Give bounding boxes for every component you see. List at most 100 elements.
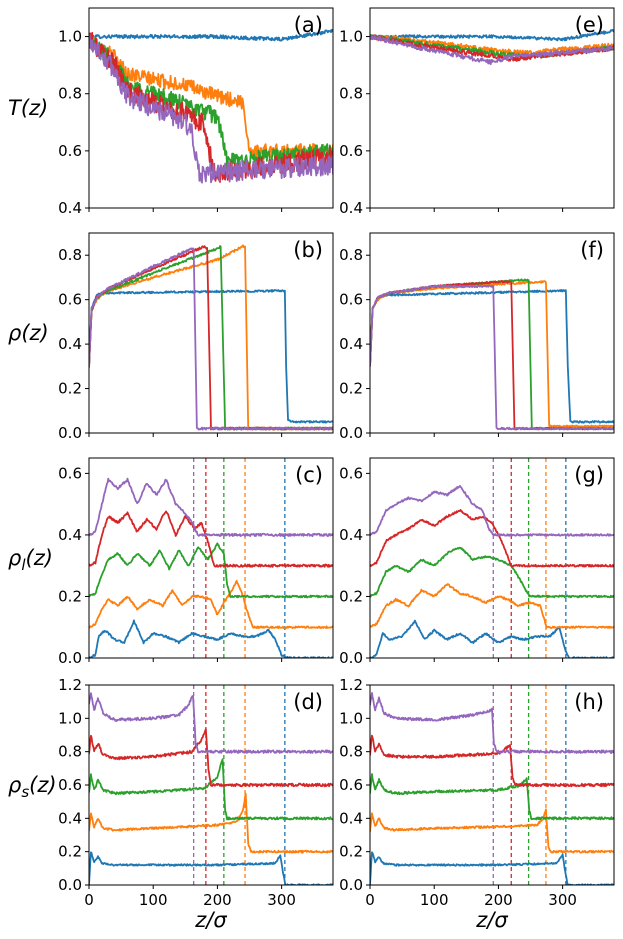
panel-e-ytick-label-3: 1.0 [339,28,363,46]
panel-d-ytick-label-3: 0.6 [58,776,82,794]
panel-b-ylabel: ρ(z) [8,321,49,345]
panel-h-ytick-label-4: 0.8 [339,743,363,761]
panel-b-label: (b) [293,238,323,262]
panel-a-ytick-label-0: 0.4 [58,199,82,217]
panel-h-series-s4 [370,734,614,788]
panel-c-ytick-label-1: 0.2 [58,587,82,605]
panel-a-series-s4 [89,31,333,183]
panel-h-series-s3 [370,773,614,821]
panel-a-series-s1 [89,28,333,42]
panel-h-series-s1 [370,851,614,885]
panel-c-series-s2 [89,579,333,629]
panel-d-xtick-label-3: 300 [267,891,296,909]
panel-e-ytick-label-2: 0.8 [339,85,363,103]
panel-b-ytick-label-0: 0.0 [58,424,82,442]
panel-d-ytick-label-5: 1.0 [58,709,82,727]
panel-d-series-s1 [89,851,333,885]
panel-d-ytick-label-1: 0.2 [58,843,82,861]
panel-e-ytick-label-1: 0.6 [339,142,363,160]
panel-h-xtick-label-2: 200 [484,891,513,909]
panel-g-series-s3 [370,546,614,599]
panel-e: 0.4 0.6 0.8 1.0 (e) [339,7,615,217]
panel-g-ytick-label-3: 0.6 [339,464,363,482]
panel-b-ytick-label-1: 0.2 [58,380,82,398]
panel-f-ytick-label-0: 0.0 [339,424,363,442]
panel-b-series-s4 [89,245,333,431]
panel-f-ytick-label-3: 0.6 [339,291,363,309]
panel-h-xlabel: z/σ [475,908,508,932]
panel-f-series-s4 [370,280,614,431]
panel-d-ylabel: ρs(z) [8,773,57,801]
panel-h-ytick-label-0: 0.0 [339,876,363,894]
panel-a-label: (a) [294,13,323,37]
panel-f: 0.0 0.2 0.4 0.6 0.8 (f) [339,232,615,442]
panel-a-ytick-label-3: 1.0 [58,28,82,46]
panel-g-label: (g) [574,463,604,487]
panel-f-series-s1 [370,289,614,424]
panel-a-frame [88,7,334,209]
panel-c-ytick-label-0: 0.0 [58,649,82,667]
panel-d-series-s5 [89,692,333,754]
panel-g-series-s5 [370,484,614,537]
panel-f-ytick-label-1: 0.2 [339,380,363,398]
panel-a-ytick-label-1: 0.6 [58,142,82,160]
panel-h-label: (h) [574,690,604,714]
panel-b-series-s1 [89,289,333,424]
panel-g-series-s1 [370,619,614,658]
panel-h-ytick-label-1: 0.2 [339,843,363,861]
panel-d-xtick-label-1: 100 [139,891,168,909]
panel-d-xtick-label-0: 0 [84,891,94,909]
panel-h-xtick-label-0: 0 [365,891,375,909]
panel-e-series-s5 [370,34,614,66]
panel-d-xlabel: z/σ [194,908,227,932]
panel-h-xtick-label-3: 300 [548,891,577,909]
panel-b-ytick-label-2: 0.4 [58,335,82,353]
panel-g-ytick-label-2: 0.4 [339,526,363,544]
panel-f-ytick-label-2: 0.4 [339,335,363,353]
panel-c-label: (c) [295,463,323,487]
panel-c-frame [88,457,334,659]
panel-h-ytick-label-3: 0.6 [339,776,363,794]
panel-f-series-s2 [370,280,614,429]
panel-d: 0.0 0.2 0.4 0.6 0.8 1.0 1.2 0 100 200 300 (d) ρs(z) z… [8,676,334,932]
panel-c-series-s5 [89,477,333,538]
panel-h-xtick-label-1: 100 [420,891,449,909]
panel-f-ytick-label-4: 0.8 [339,246,363,264]
panel-h-series-s5 [370,692,614,754]
panel-b: 0.0 0.2 0.4 0.6 0.8 (b) ρ(z) [8,232,334,442]
panel-h-ytick-label-2: 0.4 [339,809,363,827]
panel-g-frame [369,457,615,659]
panel-d-ytick-label-4: 0.8 [58,743,82,761]
panel-c-ytick-label-2: 0.4 [58,526,82,544]
panel-b-ytick-label-3: 0.6 [58,291,82,309]
panel-d-ytick-label-2: 0.4 [58,809,82,827]
panel-d-label: (d) [293,690,323,714]
panel-d-ytick-label-0: 0.0 [58,876,82,894]
panel-c-ylabel: ρl(z) [8,546,53,574]
panel-c-series-s1 [89,619,333,658]
panel-h-ytick-label-5: 1.0 [339,709,363,727]
panel-a: 0.4 0.6 0.8 1.0 (a) T(z) [8,7,334,217]
panel-e-series-s1 [370,28,614,42]
panel-g-series-s2 [370,583,614,630]
panel-e-frame [369,7,615,209]
panel-b-frame [88,232,334,434]
panel-h: 0.0 0.2 0.4 0.6 0.8 1.0 1.2 0 100 200 300 (h) z/σ [339,676,615,932]
panel-a-ylabel: T(z) [8,96,48,120]
panel-c-ytick-label-3: 0.6 [58,464,82,482]
panel-a-ytick-label-2: 0.8 [58,85,82,103]
panel-g-ytick-label-1: 0.2 [339,587,363,605]
panel-c-series-s4 [89,510,333,568]
panel-f-series-s5 [370,284,614,431]
panel-e-label: (e) [575,13,604,37]
panel-g-ytick-label-0: 0.0 [339,649,363,667]
panel-c: 0.0 0.2 0.4 0.6 (c) ρl(z) [8,457,334,667]
panel-d-series-s3 [89,758,333,821]
panel-b-series-s5 [89,247,333,431]
panel-f-series-s3 [370,278,614,431]
panel-e-series-s2 [370,35,614,57]
panel-f-frame [369,232,615,434]
panel-g-series-s4 [370,509,614,568]
panel-h-series-s2 [370,808,614,854]
